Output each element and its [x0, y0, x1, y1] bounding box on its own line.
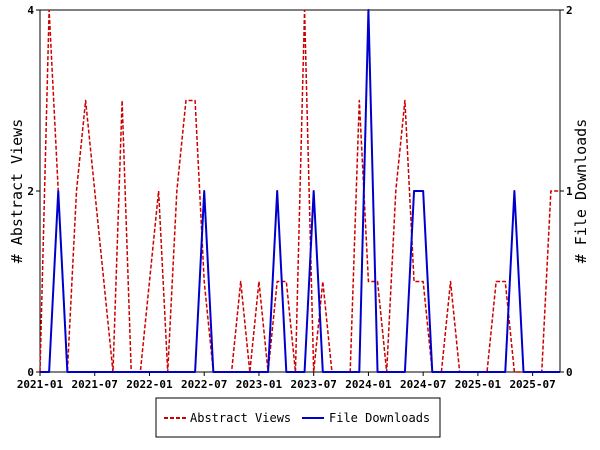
legend-label-abstract-views: Abstract Views [190, 411, 291, 425]
x-tick-label: 2023-01 [236, 378, 283, 391]
legend-label-file-downloads: File Downloads [329, 411, 430, 425]
right-tick-label: 2 [566, 4, 573, 17]
x-tick-label: 2021-07 [72, 378, 118, 391]
left-axis-ticks: 0 2 4 [27, 4, 40, 379]
right-tick-label: 0 [566, 366, 573, 379]
left-tick-label: 0 [27, 366, 34, 379]
x-tick-label: 2025-01 [455, 378, 502, 391]
left-axis-title: # Abstract Views [8, 119, 26, 264]
right-axis-title: # File Downloads [572, 119, 590, 264]
x-axis-ticks: 2021-01 2021-07 2022-01 2022-07 2023-01 2023-… [17, 372, 556, 391]
series-line-file-downloads [40, 9, 560, 373]
x-tick-label: 2022-07 [181, 378, 227, 391]
right-axis-ticks: 0 1 2 [560, 4, 573, 379]
x-tick-label: 2024-01 [345, 378, 392, 391]
legend: Abstract Views File Downloads [155, 397, 441, 438]
x-tick-label: 2023-07 [291, 378, 337, 391]
right-tick-label: 1 [566, 185, 573, 198]
left-tick-label: 2 [27, 185, 34, 198]
x-tick-label: 2025-07 [509, 378, 555, 391]
left-tick-label: 4 [27, 4, 34, 17]
x-tick-label: 2024-07 [400, 378, 446, 391]
x-tick-label: 2022-01 [126, 378, 173, 391]
x-tick-label: 2021-01 [17, 378, 64, 391]
series-layer [39, 9, 560, 373]
legend-box [155, 397, 441, 438]
